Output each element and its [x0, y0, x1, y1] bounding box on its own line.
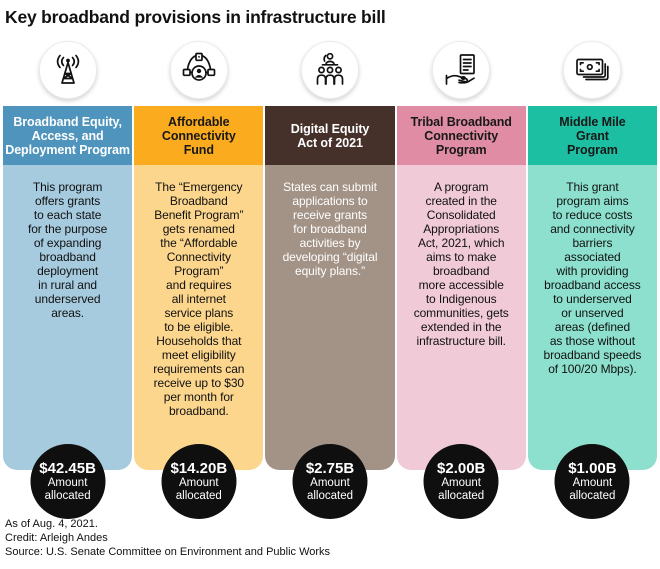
amount-value: $2.75B: [305, 460, 355, 477]
amount-caption: Amount allocated: [44, 477, 91, 502]
amount-caption: Amount allocated: [438, 477, 485, 502]
footnote-source: Source: U.S. Senate Committee on Environ…: [5, 546, 331, 558]
amount-value: $42.45B: [39, 460, 96, 477]
program-header: Tribal Broadband Connectivity Program: [396, 106, 526, 165]
program-description: The “Emergency Broadband Benefit Program…: [134, 165, 264, 470]
banknotes-icon: [563, 41, 622, 99]
footnotes: As of Aug. 4, 2021. Credit: Arleigh Ande…: [5, 517, 330, 559]
program-columns: Broadband Equity, Access, and Deployment…: [3, 41, 658, 519]
footnote-date: As of Aug. 4, 2021.: [5, 518, 98, 530]
program-header: Affordable Connectivity Fund: [134, 106, 264, 165]
program-header: Middle Mile Grant Program: [527, 106, 658, 165]
amount-caption: Amount allocated: [569, 477, 616, 502]
column-middle-mile: Middle Mile Grant Program This grant pro…: [527, 41, 658, 519]
column-bead-program: Broadband Equity, Access, and Deployment…: [3, 41, 133, 519]
community-icon: [301, 41, 359, 99]
program-description: This program offers grants to each state…: [3, 165, 133, 470]
column-tribal-broadband: Tribal Broadband Connectivity Program A …: [396, 41, 526, 519]
column-digital-equity: Digital Equity Act of 2021 States can su…: [265, 41, 395, 519]
hand-document-icon: [432, 41, 491, 99]
person-network-icon: [169, 41, 228, 99]
amount-badge: $1.00B Amount allocated: [554, 444, 630, 519]
amount-value: $2.00B: [437, 460, 486, 477]
program-description: A program created in the Consolidated Ap…: [396, 165, 526, 470]
amount-value: $14.20B: [170, 460, 228, 477]
amount-badge: $2.75B Amount allocated: [292, 444, 368, 519]
program-header: Digital Equity Act of 2021: [265, 106, 395, 165]
amount-caption: Amount allocated: [175, 477, 222, 502]
amount-badge: $42.45B Amount allocated: [30, 444, 106, 519]
amount-badge: $14.20B Amount allocated: [161, 444, 237, 519]
amount-value: $1.00B: [568, 460, 617, 477]
column-affordable-connectivity: Affordable Connectivity Fund The “Emerge…: [134, 41, 264, 519]
footnote-credit: Credit: Arleigh Andes: [5, 532, 108, 544]
program-description: This grant program aims to reduce costs …: [527, 165, 658, 470]
amount-caption: Amount allocated: [306, 477, 354, 502]
program-description: States can submit applications to receiv…: [265, 165, 395, 470]
amount-badge: $2.00B Amount allocated: [423, 444, 499, 519]
program-header: Broadband Equity, Access, and Deployment…: [3, 106, 133, 165]
radio-tower-icon: [38, 41, 97, 99]
page-title: Key broadband provisions in infrastructu…: [5, 7, 386, 27]
